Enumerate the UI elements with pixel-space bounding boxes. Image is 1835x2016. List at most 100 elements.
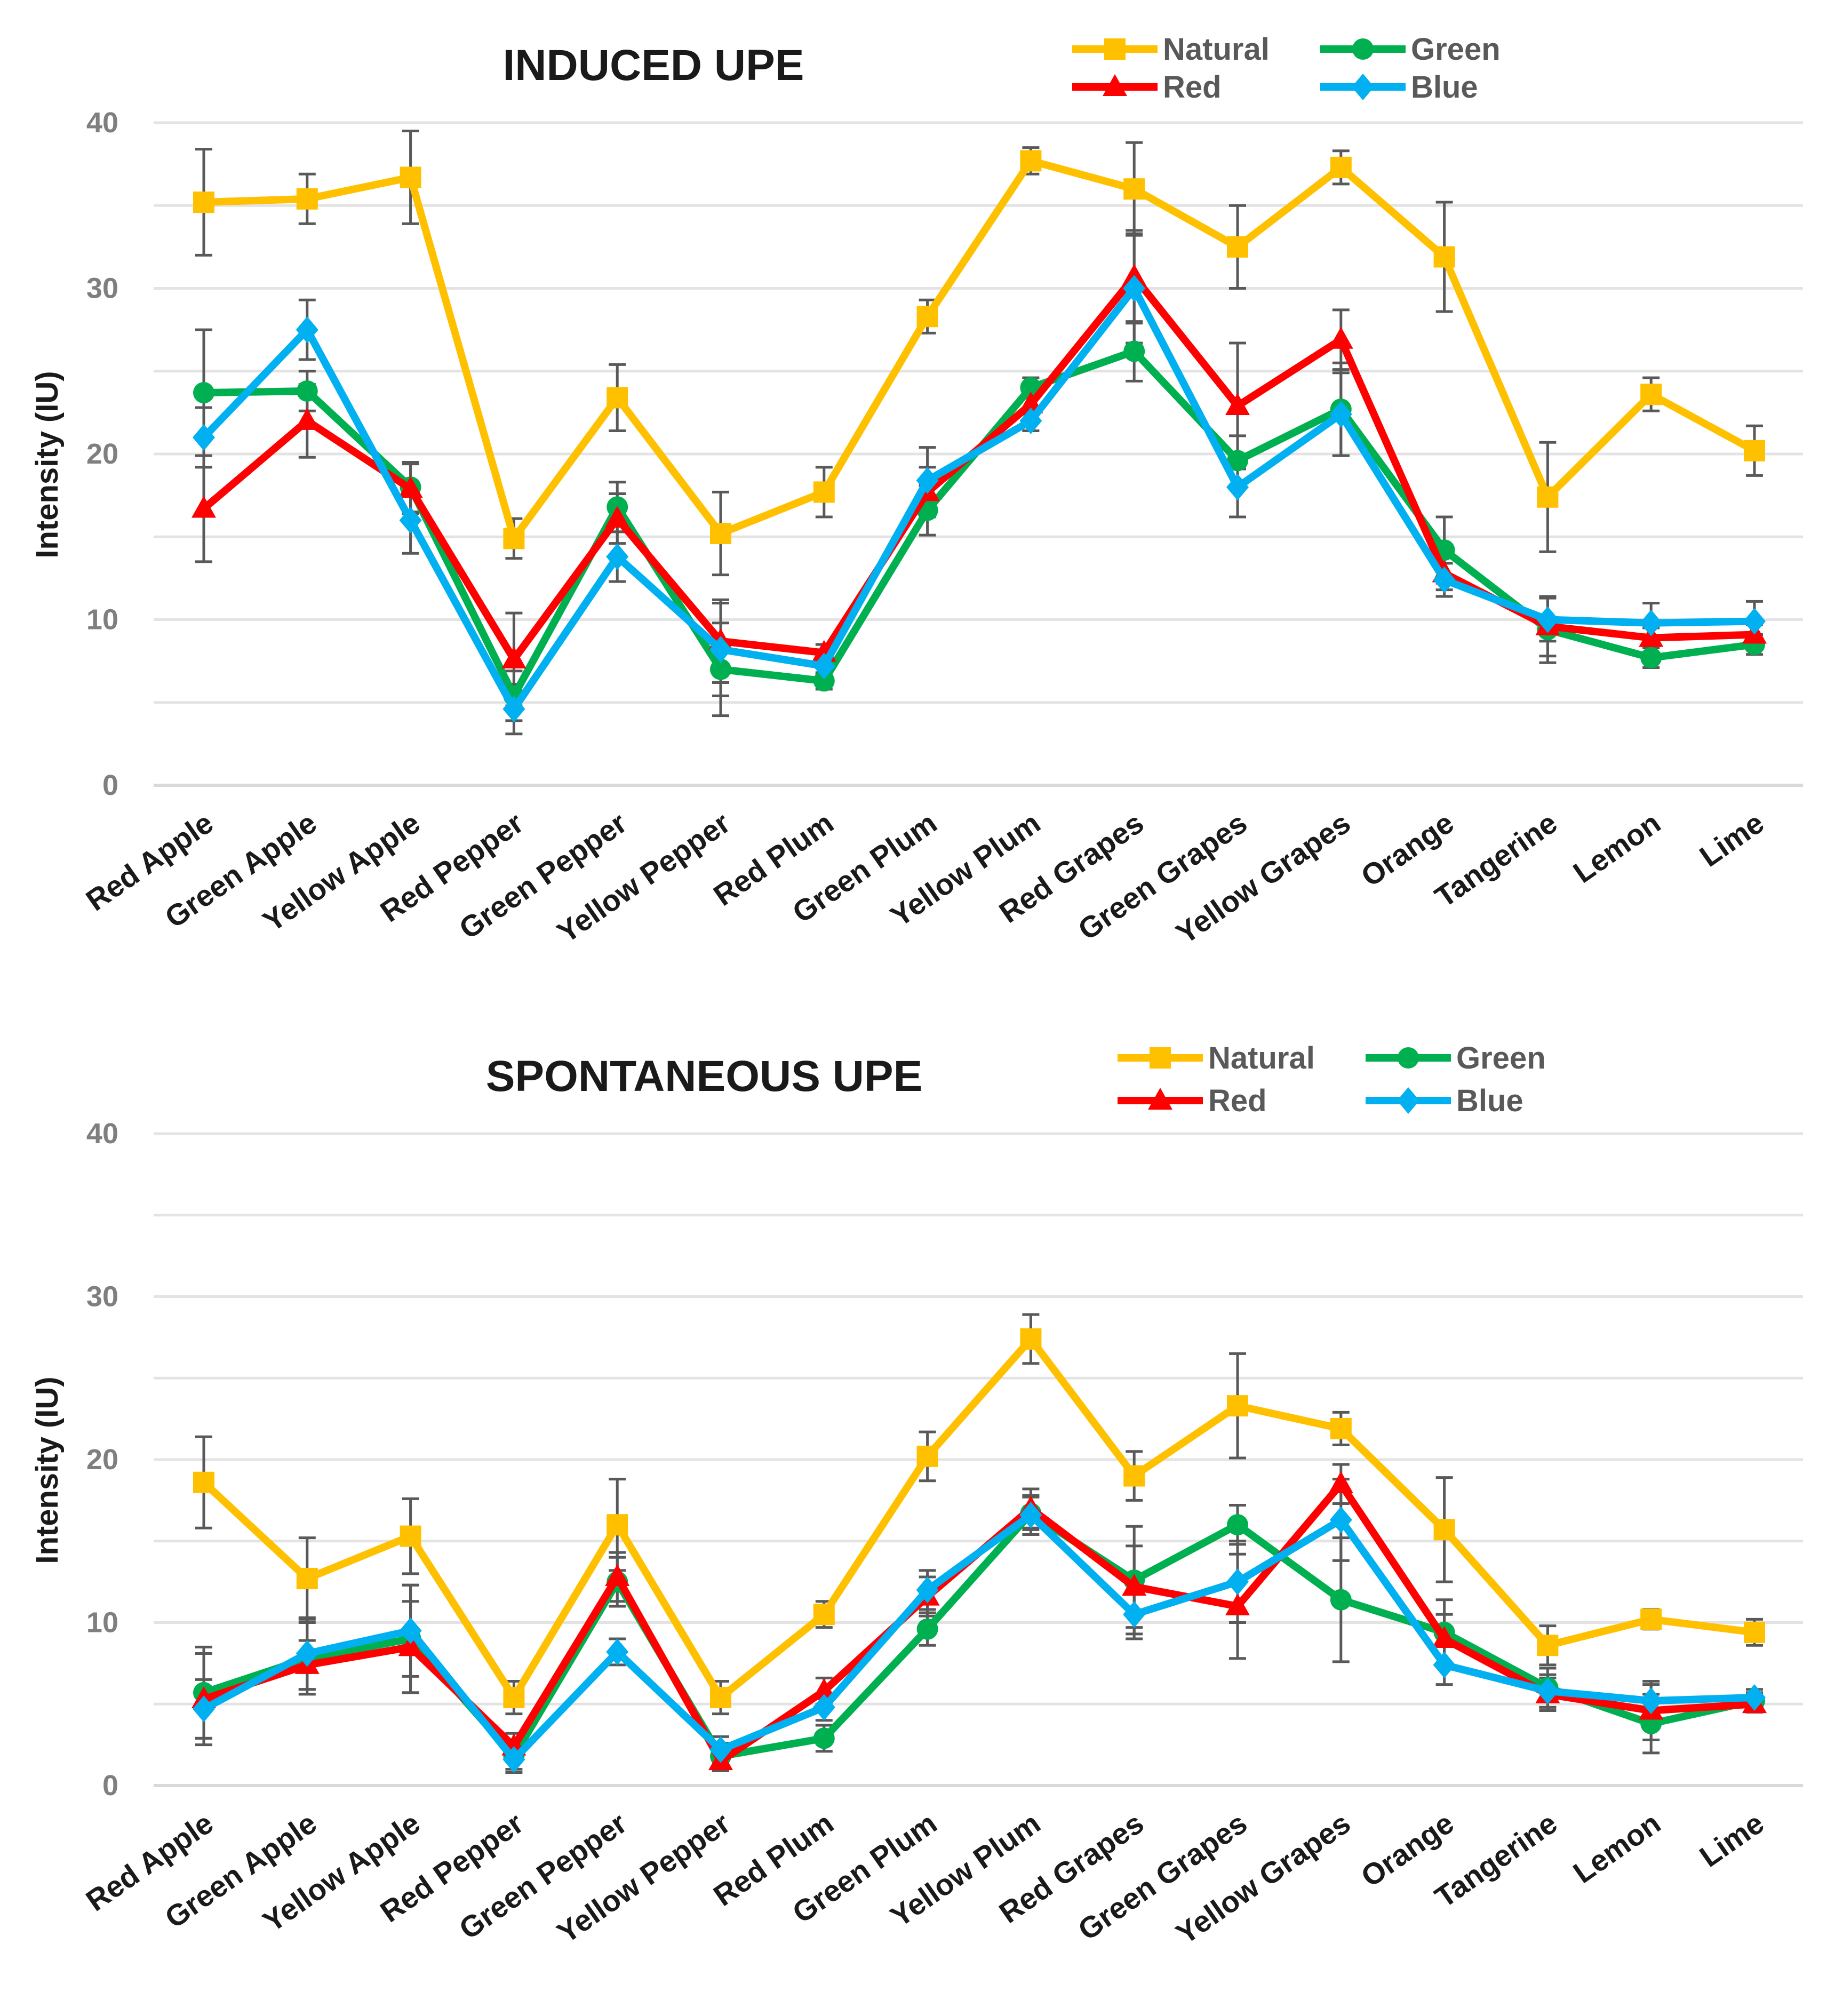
data-point-blue [1640, 609, 1663, 636]
data-point-natural [1537, 1635, 1559, 1656]
legend-label: Blue [1411, 70, 1478, 105]
legend: Natural Green Red Blue [1072, 32, 1501, 105]
y-tick-label: 30 [86, 1281, 118, 1313]
series-line-natural [200, 157, 1758, 543]
legend-label: Green [1456, 1041, 1546, 1075]
series-line-blue [200, 284, 1758, 713]
data-point-blue [1743, 608, 1766, 635]
data-point-red [192, 496, 216, 518]
y-tick-label: 0 [102, 1770, 118, 1802]
legend-item-green: Green [1320, 32, 1501, 67]
error-bars-red [195, 229, 1763, 707]
data-point-blue [606, 543, 629, 570]
data-point-blue [1536, 1677, 1559, 1704]
data-point-blue [1123, 275, 1146, 302]
data-point-natural [1330, 1417, 1352, 1439]
data-point-natural [400, 1525, 421, 1547]
data-point-red [1432, 1626, 1457, 1648]
error-bars-green [195, 1495, 1763, 1771]
x-tick-label: Yellow Grapes [1170, 806, 1357, 950]
x-tick-label: Yellow Pepper [551, 806, 736, 949]
data-point-natural [1433, 1519, 1455, 1541]
data-point-blue [709, 1736, 732, 1763]
data-point-natural [1227, 236, 1248, 258]
data-point-natural [1744, 440, 1765, 461]
data-point-natural [1227, 1395, 1248, 1417]
data-point-natural [503, 528, 525, 549]
legend-swatch-marker [1352, 74, 1374, 100]
data-point-red [1328, 1471, 1353, 1493]
y-tick-label: 10 [86, 1607, 118, 1639]
legend: Natural Green Red Blue [1118, 1041, 1546, 1118]
data-point-red [398, 476, 423, 498]
data-point-natural [400, 166, 421, 188]
data-point-blue [812, 652, 835, 680]
data-point-blue [1433, 1651, 1456, 1678]
legend-label: Red [1163, 70, 1222, 105]
data-point-blue [502, 1746, 525, 1773]
data-point-blue [193, 424, 215, 451]
data-point-red [1122, 1574, 1147, 1596]
data-point-green [813, 1727, 835, 1749]
x-tick-label: Lime [1694, 806, 1770, 873]
data-point-blue [916, 467, 939, 494]
data-point-blue [1123, 1601, 1146, 1628]
legend-item-blue: Blue [1366, 1083, 1523, 1118]
data-point-natural [1123, 1465, 1145, 1487]
data-point-green [916, 1618, 938, 1640]
y-tick-label: 40 [86, 1118, 118, 1150]
legend-item-red: Red [1072, 70, 1222, 105]
data-point-natural [710, 523, 731, 545]
y-axis-label: Intensity (IU) [30, 371, 65, 558]
data-point-blue [193, 1695, 215, 1723]
data-point-blue [1226, 474, 1249, 501]
y-tick-label: 40 [86, 107, 118, 139]
data-point-natural [1020, 150, 1042, 172]
y-tick-label: 20 [86, 1444, 118, 1476]
data-point-natural [1537, 486, 1559, 508]
legend-label: Blue [1456, 1083, 1523, 1118]
data-point-red [398, 1634, 423, 1656]
y-tick-label: 10 [86, 604, 118, 636]
y-tick-label: 30 [86, 273, 118, 305]
series-blue [193, 275, 1766, 723]
data-point-natural [916, 1445, 938, 1467]
legend-swatch-marker [1150, 1047, 1171, 1069]
legend-label: Natural [1208, 1041, 1315, 1075]
data-point-blue [1329, 401, 1352, 428]
chart-title: SPONTANEOUS UPE [486, 1052, 923, 1101]
data-point-blue [399, 507, 422, 534]
legend-item-natural: Natural [1118, 1041, 1315, 1075]
data-point-blue [399, 1617, 422, 1644]
series-natural [193, 1328, 1765, 1709]
chart-title: INDUCED UPE [503, 41, 804, 90]
legend-label: Red [1208, 1083, 1267, 1118]
series-blue [193, 1501, 1766, 1773]
data-point-natural [1433, 246, 1455, 268]
data-point-natural [296, 188, 318, 210]
legend-swatch-marker [1104, 38, 1126, 60]
data-point-blue [812, 1694, 835, 1721]
data-point-green [1330, 1589, 1352, 1611]
series-line-red [200, 273, 1758, 664]
data-point-blue [1329, 1507, 1352, 1534]
y-tick-label: 0 [102, 769, 118, 801]
series-line-green [200, 347, 1758, 700]
data-point-blue [606, 1638, 629, 1666]
data-point-blue [1019, 407, 1042, 434]
y-axis-label: Intensity (IU) [30, 1376, 65, 1564]
data-point-blue [1433, 566, 1456, 593]
data-point-red [605, 1564, 630, 1586]
x-tick-label: Green Grapes [1072, 806, 1253, 946]
x-tick-label: Green Grapes [1072, 1806, 1253, 1947]
data-point-natural [1640, 384, 1662, 405]
data-point-red [1328, 326, 1353, 349]
data-point-natural [296, 1568, 318, 1590]
error-bars-natural [195, 130, 1763, 577]
legend-label: Natural [1163, 32, 1270, 67]
data-point-blue [1640, 1687, 1663, 1715]
data-point-natural [813, 481, 835, 503]
series-line-blue [200, 1511, 1758, 1764]
legend-swatch-marker [1352, 38, 1374, 60]
